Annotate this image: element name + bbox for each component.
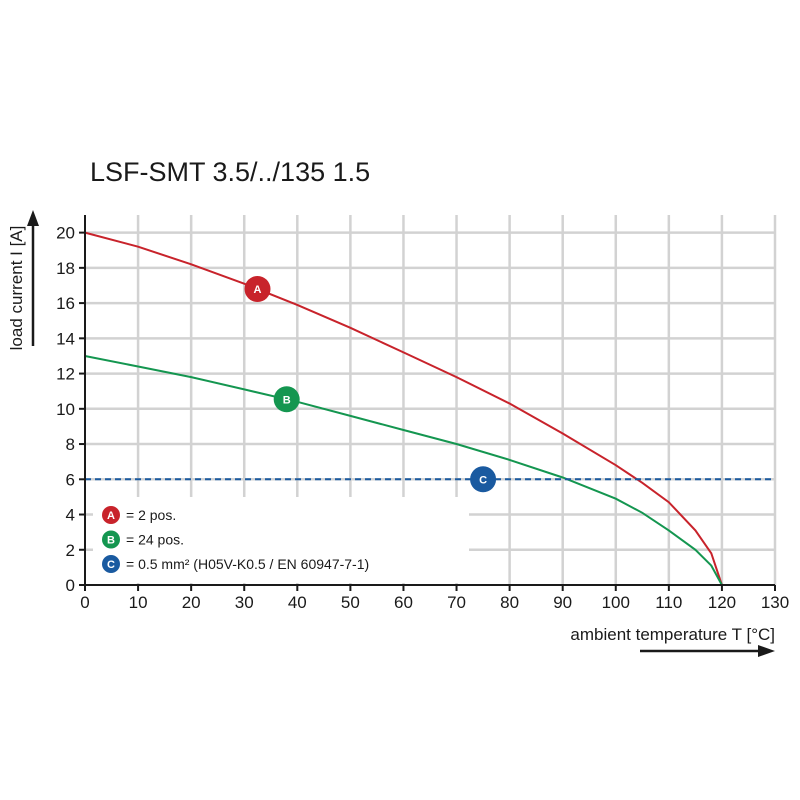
x-tick-label: 20 bbox=[182, 593, 201, 612]
y-tick-label: 2 bbox=[66, 541, 75, 560]
axes bbox=[27, 210, 776, 657]
y-tick-label: 14 bbox=[56, 329, 75, 348]
curve-marker-b bbox=[273, 386, 300, 413]
series-markers: A B C bbox=[244, 276, 497, 493]
x-tick-label: 0 bbox=[80, 593, 89, 612]
x-tick-label: 90 bbox=[553, 593, 572, 612]
tick-labels: 0 10 20 30 40 50 60 70 80 90 100 110 120 130 0 2 4 6 8 10 12… bbox=[56, 224, 789, 612]
y-tick-label: 10 bbox=[56, 400, 75, 419]
legend-label-a: = 2 pos. bbox=[126, 507, 176, 523]
x-axis-label: ambient temperature T [°C] bbox=[570, 625, 775, 644]
legend-background bbox=[93, 497, 469, 583]
x-tick-label: 120 bbox=[708, 593, 736, 612]
series-line-a bbox=[84, 231, 723, 586]
x-tick-label: 40 bbox=[288, 593, 307, 612]
x-tick-label: 50 bbox=[341, 593, 360, 612]
x-tick-label: 30 bbox=[235, 593, 254, 612]
y-axis-arrow-head bbox=[27, 210, 39, 226]
y-tick-label: 12 bbox=[56, 365, 75, 384]
x-tick-label: 100 bbox=[602, 593, 630, 612]
x-tick-label: 80 bbox=[500, 593, 519, 612]
legend-marker-b bbox=[102, 530, 120, 549]
legend-marker-a bbox=[102, 506, 120, 524]
chart-title: LSF-SMT 3.5/../135 1.5 bbox=[90, 157, 371, 187]
y-tick-label: 8 bbox=[66, 435, 75, 454]
x-tick-label: 10 bbox=[129, 593, 148, 612]
legend: A = 2 pos. B = 24 pos. C = 0.5 mm² (H05V-K0.5… bbox=[93, 497, 469, 583]
y-axis-label: load current I [A] bbox=[7, 226, 26, 351]
y-tick-label: 4 bbox=[66, 506, 75, 525]
x-tick-label: 110 bbox=[655, 593, 682, 612]
series-line-b bbox=[84, 355, 723, 586]
legend-marker-letter: B bbox=[107, 535, 115, 547]
x-tick-label: 70 bbox=[447, 593, 466, 612]
curve-marker-letter: A bbox=[254, 284, 262, 296]
x-tick-label: 60 bbox=[394, 593, 413, 612]
legend-marker-letter: C bbox=[107, 559, 115, 571]
y-tick-label: 0 bbox=[66, 576, 75, 595]
curve-marker-letter: C bbox=[479, 474, 487, 486]
legend-marker-letter: A bbox=[107, 510, 115, 522]
series-lines bbox=[84, 231, 775, 586]
curve-marker-letter: B bbox=[283, 394, 291, 406]
curve-marker-c bbox=[470, 466, 497, 493]
legend-label-b: = 24 pos. bbox=[126, 532, 184, 548]
x-axis-arrow-head bbox=[758, 645, 775, 657]
y-tick-label: 16 bbox=[56, 294, 75, 313]
legend-marker-c bbox=[102, 555, 120, 573]
curve-marker-a bbox=[244, 276, 271, 302]
y-tick-label: 20 bbox=[56, 224, 75, 243]
x-tick-label: 130 bbox=[761, 593, 789, 612]
y-tick-label: 18 bbox=[56, 259, 75, 278]
legend-label-c: = 0.5 mm² (H05V-K0.5 / EN 60947-7-1) bbox=[126, 556, 369, 572]
y-tick-label: 6 bbox=[66, 470, 75, 489]
